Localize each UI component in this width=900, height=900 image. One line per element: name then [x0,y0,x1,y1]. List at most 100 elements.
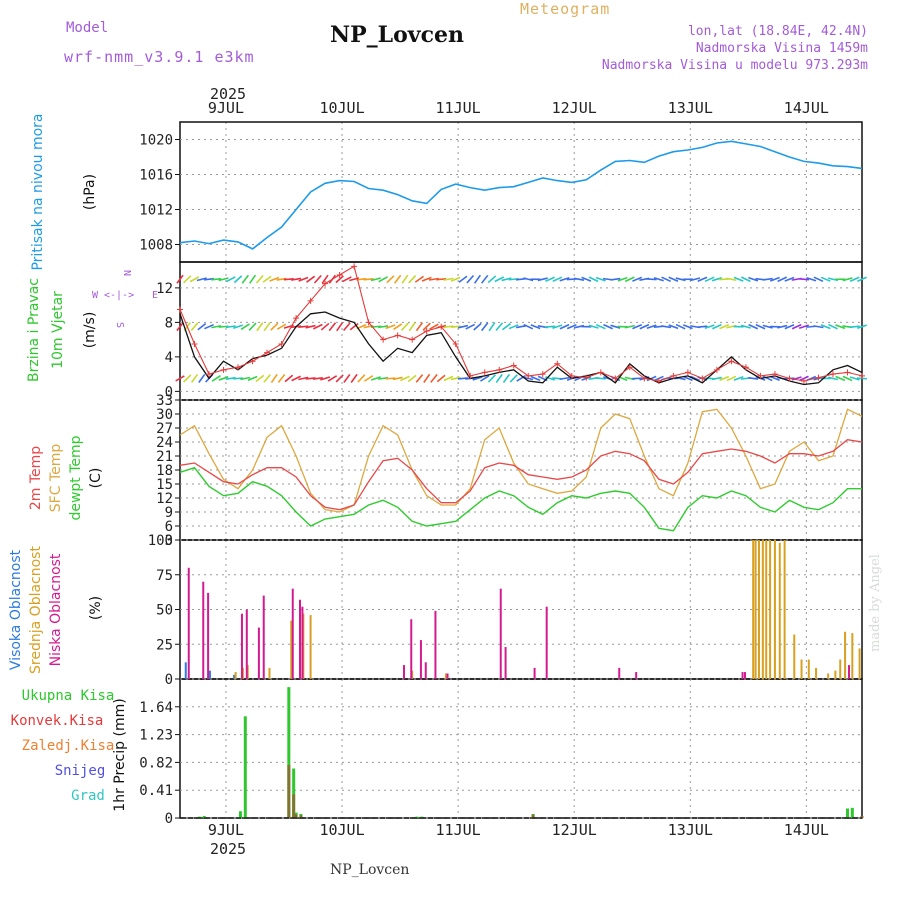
wind-direction-arrow [313,274,322,284]
wind-direction-arrow [762,277,773,281]
wind-direction-arrow [777,324,788,329]
elevation-label: Nadmorska Visina 1459m [695,41,868,56]
wind-direction-arrow [407,374,417,383]
wind-direction-arrow [176,322,184,332]
wind-direction-arrow [849,276,860,282]
wind-direction-arrow [291,375,301,382]
wind-title-2: Brzina i Pravac [26,278,42,382]
wind-direction-arrow [450,276,461,282]
wind-direction-arrow [276,277,287,281]
wind-direction-arrow [211,375,221,382]
wind-direction-band [176,274,867,284]
compass-e: E [152,290,158,301]
precip-legend-3: Snijeg [55,763,106,779]
wind-direction-arrow [291,277,302,281]
cloud-bar-1 [778,542,781,679]
wind-direction-arrow [428,277,439,281]
compass-w: W [92,290,99,301]
day-tick-label-top: 14JUL [784,99,829,117]
wind-direction-arrow [813,325,824,329]
wind-direction-arrow [487,275,497,284]
wind-direction-arrow [232,377,244,380]
wind-direction-arrow [240,376,251,381]
wind-direction-arrow [697,276,708,282]
precip-legend-2: Zaledj.Kisa [22,738,115,754]
wind-direction-arrow [218,325,229,328]
wind-direction-arrow [711,376,722,381]
wind-direction-arrow [312,377,323,380]
wind-direction-arrow [225,325,236,329]
wind-direction-arrow [509,374,518,383]
wind-direction-arrow [320,322,330,331]
wind-direction-arrow [328,322,337,332]
wind-gust-marker [641,375,648,382]
y-tick-label: 15 [156,477,173,493]
cloud-bar-2 [202,581,205,679]
cloud-bar-2 [419,640,422,679]
wind-gust-marker [365,319,372,326]
wind-direction-arrow [225,376,236,380]
precip-total-bar [243,716,247,818]
wind-direction-arrow [791,323,802,330]
wind-gust-marker [844,369,851,376]
wind-gust-marker [452,340,459,347]
panel-frame [179,121,863,263]
wind-gust-marker [409,336,416,343]
wind-direction-arrow [350,373,358,383]
cloud-bar-2 [301,606,304,679]
y-tick-label: 1020 [139,133,173,149]
wind-direction-arrow [726,375,737,382]
year-label-top: 2025 [210,85,246,103]
cloud-bar-2 [499,588,502,679]
wind-direction-arrow [784,324,795,330]
wind-direction-arrow [675,323,686,330]
wind-direction-arrow [857,276,867,283]
wind-direction-arrow [436,374,446,383]
wind-direction-arrow [378,276,388,283]
wind-direction-arrow [617,276,628,282]
wind-gust-marker [699,375,706,382]
cloud-bar-2 [245,609,248,679]
wind-direction-arrow [343,373,351,383]
wind-direction-arrow [370,376,381,381]
wind-direction-arrow [415,374,424,383]
precip-total-bar [850,807,854,818]
pressure-unit: (hPa) [82,174,98,210]
day-tick-label-top: 11JUL [436,99,481,117]
wind-direction-arrow [422,322,431,331]
wind-direction-arrow [494,276,505,283]
wind-direction-arrow [653,277,664,282]
y-tick-label: 1016 [139,168,173,184]
wind-direction-arrow [189,276,200,283]
wind-gust-marker [394,332,401,339]
wind-direction-arrow [176,274,184,284]
wind-direction-arrow [276,323,287,330]
wind-direction-arrow [298,325,309,328]
y-tick-label: 33 [156,393,173,409]
cloud-bar-2 [741,672,744,679]
cloud-bar-1 [757,540,760,679]
wind-direction-arrow [544,325,556,328]
wind-direction-arrow [225,276,236,283]
wind-direction-arrow [298,276,309,282]
y-tick-label: 0.41 [139,783,173,799]
wind-direction-arrow [385,377,396,380]
cloud-high-label: Visoka Oblacnost [8,549,24,670]
wind-title-1: 10m Vjetar [50,291,66,369]
cloud-bar-2 [207,592,210,679]
y-tick-label: 21 [156,449,173,465]
y-tick-label: 75 [156,568,173,584]
wind-direction-arrow [298,376,309,381]
wind-gust-marker [800,378,807,385]
wind-direction-arrow [566,324,577,330]
wind-gust-marker [423,328,430,334]
wind-direction-arrow [842,277,853,282]
wind-direction-arrow [849,325,860,329]
day-tick-label-bottom: 13JUL [668,821,713,839]
wind-gust-marker [815,374,822,381]
wind-direction-arrow [755,323,766,330]
cloud-bar-0 [184,662,187,679]
cloud-bar-1 [754,540,757,679]
wind-direction-arrow [378,325,389,329]
y-tick-label: 3 [165,533,173,549]
